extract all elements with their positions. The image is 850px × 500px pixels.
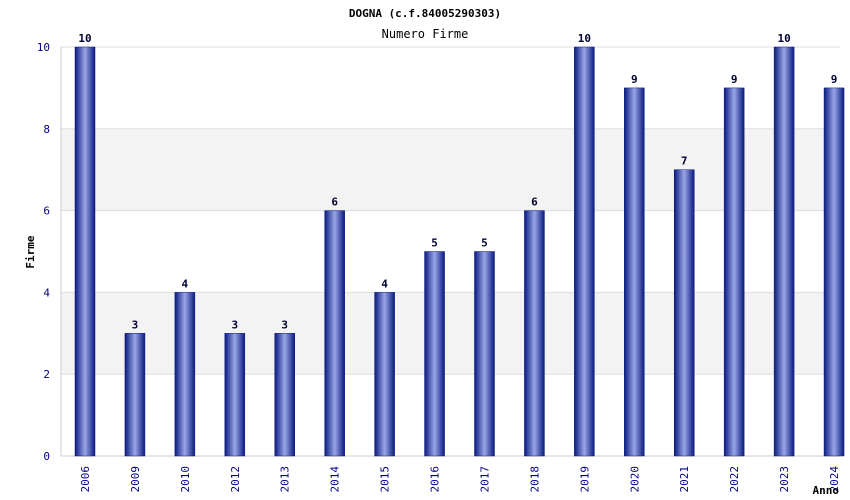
- bar-value-label: 9: [831, 73, 838, 86]
- bar: [773, 46, 795, 457]
- bar-value-label: 4: [182, 277, 189, 290]
- bar-value-label: 6: [331, 196, 338, 209]
- bar: [574, 46, 595, 457]
- bar-value-label: 6: [531, 196, 538, 209]
- y-tick-label: 6: [43, 205, 50, 218]
- bars: [74, 46, 845, 457]
- bar-value-label: 10: [578, 32, 591, 45]
- x-tick-labels: 2006 2009 2010 2012 2013 2014 2015 2016 2017 2018…: [79, 466, 841, 493]
- x-tick-label: 2010: [179, 466, 192, 493]
- x-tick-label: 2019: [578, 466, 591, 493]
- y-tick-label: 10: [37, 41, 50, 54]
- bar-value-label: 3: [132, 318, 139, 331]
- x-tick-label: 2018: [528, 466, 541, 493]
- bar: [823, 87, 845, 457]
- chart-subtitle: Numero Firme: [382, 27, 469, 41]
- bar-value-label: 3: [231, 318, 238, 331]
- x-tick-label: 2023: [778, 466, 791, 493]
- bar-value-label: 9: [631, 73, 638, 86]
- bar: [524, 210, 545, 457]
- x-tick-label: 2022: [728, 466, 741, 493]
- bar: [74, 46, 96, 457]
- x-axis-label: Anno: [813, 484, 840, 497]
- bar-value-label: 5: [481, 237, 488, 250]
- bar: [224, 333, 246, 457]
- bar-data-labels: 10 3 4 3 3 6 4 5 5 6 10 9 7 9 10 9: [78, 32, 837, 331]
- x-tick-label: 2021: [678, 466, 691, 493]
- bar: [474, 251, 495, 457]
- bar: [723, 87, 745, 457]
- y-tick-label: 4: [43, 286, 50, 299]
- x-tick-label: 2024: [828, 466, 841, 493]
- x-tick-label: 2014: [329, 466, 342, 493]
- bar-value-label: 10: [78, 32, 91, 45]
- x-tick-label: 2020: [628, 466, 641, 493]
- bar-value-label: 3: [281, 318, 288, 331]
- bar-value-label: 4: [381, 277, 388, 290]
- x-tick-label: 2016: [429, 466, 442, 493]
- bar: [324, 210, 345, 457]
- bar-value-label: 7: [681, 155, 688, 168]
- x-tick-label: 2013: [279, 466, 292, 493]
- bar: [274, 333, 295, 457]
- bar: [374, 292, 395, 457]
- x-tick-label: 2015: [379, 466, 392, 493]
- x-tick-label: 2009: [129, 466, 142, 493]
- bar-value-label: 9: [731, 73, 738, 86]
- bar: [673, 169, 695, 457]
- y-tick-label: 0: [43, 450, 50, 463]
- grid-band: [61, 128, 840, 211]
- x-tick-label: 2012: [229, 466, 242, 493]
- y-tick-label: 2: [43, 368, 50, 381]
- x-tick-label: 2017: [478, 466, 491, 493]
- chart-title: DOGNA (c.f.84005290303): [349, 7, 501, 20]
- y-axis-label: Firme: [24, 235, 37, 268]
- bar-value-label: 10: [777, 32, 790, 45]
- y-tick-labels: 0 2 4 6 8 10: [37, 41, 51, 463]
- bar: [424, 251, 445, 457]
- y-tick-label: 8: [43, 123, 50, 136]
- bar: [174, 292, 196, 457]
- x-tick-label: 2006: [79, 466, 92, 493]
- bar: [124, 333, 146, 457]
- bar: [624, 87, 645, 457]
- bar-value-label: 5: [431, 237, 438, 250]
